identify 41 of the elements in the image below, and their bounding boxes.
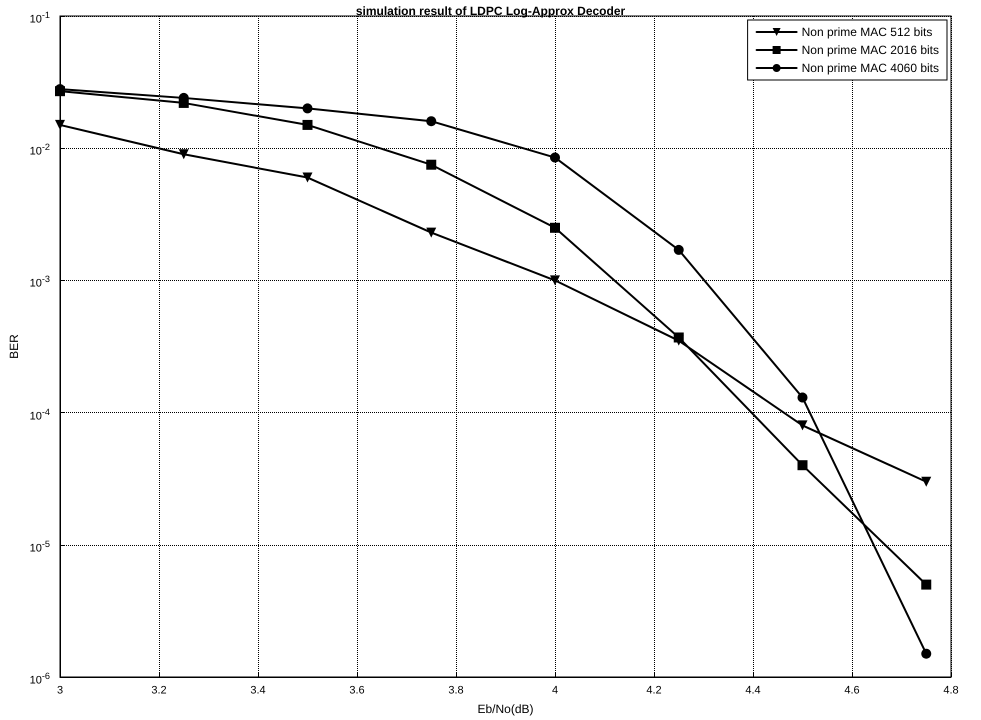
point [55,120,65,130]
y-tick-label: 10$^{-1}$ [30,9,50,27]
point [674,332,684,342]
x-tick-label: 4.4 [745,684,761,696]
point [921,648,932,659]
x-axis-title: Eb/No(dB) [477,702,534,716]
point [550,222,560,233]
legend-label: Non prime MAC 2016 bits [802,43,939,57]
x-tick-label: 4 [552,684,558,696]
x-tick-label: 3.4 [250,684,266,696]
x-tick-label: 3.6 [349,684,365,696]
point [426,160,436,170]
point [798,392,808,403]
y-tick-label: 10$^{-4}$ [30,406,50,424]
point [798,460,808,470]
point [921,476,932,487]
y-tick-label: 10$^{-5}$ [30,538,50,556]
x-tick-label: 4.6 [844,684,860,696]
y-tick-label: 10$^{-6}$ [30,670,50,688]
y-tick-label: 10$^{-3}$ [30,273,50,292]
point [178,149,189,160]
chart-title: simulation result of LDPC Log-Approx Decoder [356,4,626,18]
point [798,420,808,430]
point [426,116,436,126]
point [921,580,932,590]
point [302,120,312,130]
point [550,275,560,286]
y-axis-title: BER [7,334,21,359]
point [674,244,684,255]
point [302,172,312,183]
point [550,152,560,163]
y-tick-label: 10$^{-2}$ [30,141,50,159]
x-tick-label: 4.2 [646,684,662,696]
point [302,103,312,114]
x-tick-label: 3.8 [448,684,464,696]
legend-label: Non prime MAC 512 bits [802,25,932,39]
x-tick-label: 4.8 [943,684,959,696]
x-tick-label: 3 [56,684,64,696]
point [426,228,436,238]
x-tick-label: 3.2 [151,684,167,696]
legend-label: Non prime MAC 4060 bits [802,61,939,75]
